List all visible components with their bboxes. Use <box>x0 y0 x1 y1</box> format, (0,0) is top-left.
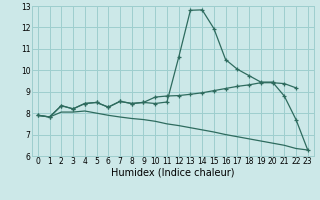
X-axis label: Humidex (Indice chaleur): Humidex (Indice chaleur) <box>111 168 235 178</box>
